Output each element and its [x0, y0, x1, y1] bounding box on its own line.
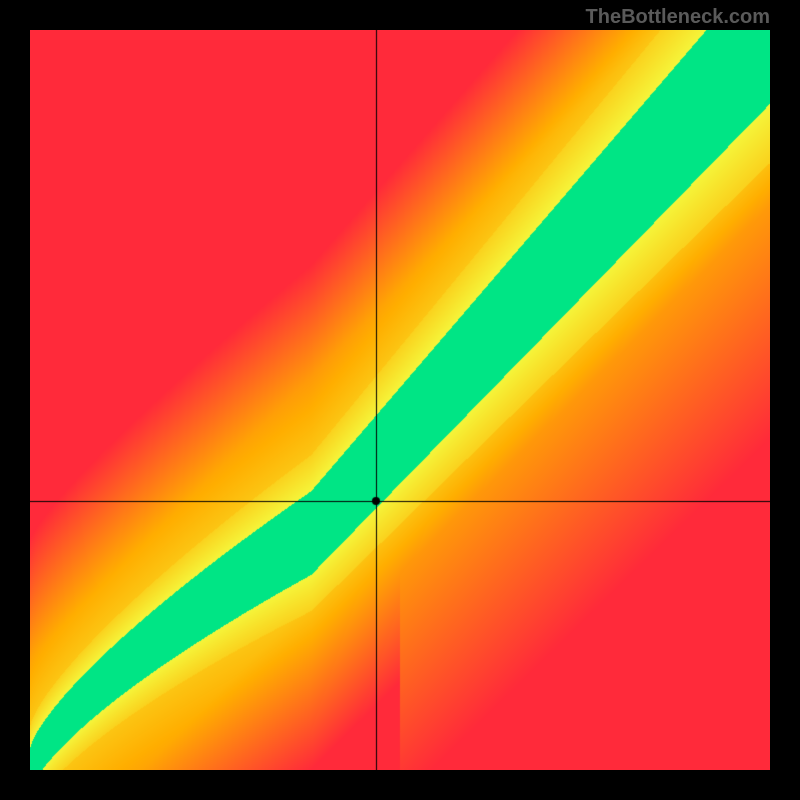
chart-container: TheBottleneck.com	[0, 0, 800, 800]
plot-area	[30, 30, 770, 770]
watermark-text: TheBottleneck.com	[586, 6, 770, 29]
heatmap-canvas	[30, 30, 770, 770]
